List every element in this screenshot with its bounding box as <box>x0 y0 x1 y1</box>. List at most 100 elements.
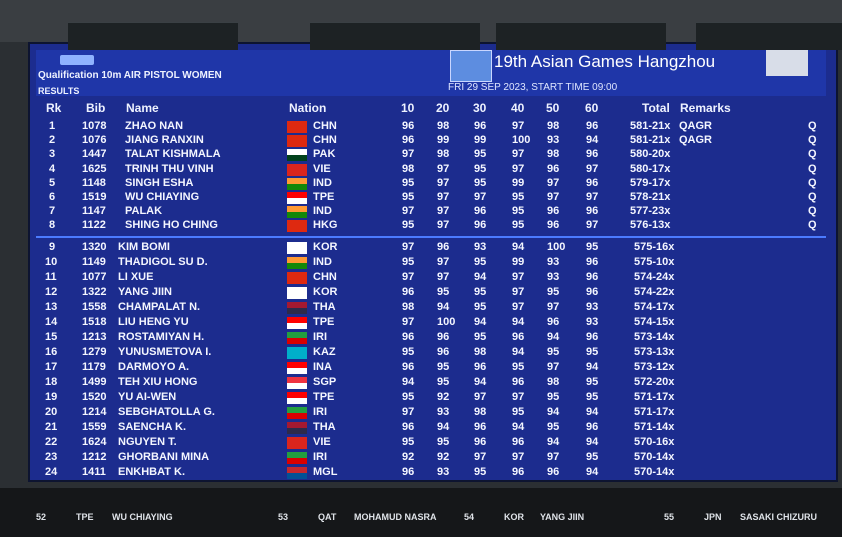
series-score: 92 <box>402 451 415 463</box>
lane-number: 55 <box>664 512 675 522</box>
series-score: 97 <box>512 451 525 463</box>
series-score: 96 <box>586 205 599 218</box>
series-score: 97 <box>547 301 560 313</box>
series-score: 94 <box>474 271 487 283</box>
column-header: 20 <box>436 101 450 115</box>
bib: 1179 <box>82 361 106 373</box>
rank: 15 <box>45 331 58 343</box>
series-score: 98 <box>402 301 415 313</box>
column-header: 60 <box>585 101 599 115</box>
lane-number: 53 <box>278 512 289 522</box>
flag <box>287 452 307 464</box>
flag <box>287 302 307 314</box>
series-score: 97 <box>402 271 415 283</box>
series-score: 94 <box>474 316 487 328</box>
nation: VIE <box>313 162 331 175</box>
rank: 4 <box>49 162 56 175</box>
bib: 1279 <box>82 346 107 358</box>
series-score: 96 <box>512 436 525 448</box>
column-header: Total <box>642 101 670 115</box>
athlete-name: YU AI-WEN <box>118 391 177 403</box>
bib: 1212 <box>82 451 107 463</box>
nation: KAZ <box>313 346 336 358</box>
athlete-name: SHING HO CHING <box>125 219 218 232</box>
total: 573-12x <box>634 361 675 373</box>
series-score: 97 <box>437 256 450 268</box>
nation: KOR <box>313 286 338 298</box>
series-score: 97 <box>437 162 450 175</box>
athlete-name: PALAK <box>125 205 163 218</box>
rank: 21 <box>45 421 58 433</box>
nation: IND <box>313 256 332 268</box>
series-score: 95 <box>402 256 415 268</box>
series-score: 96 <box>586 271 599 283</box>
flag <box>287 220 307 233</box>
rank: 22 <box>45 436 58 448</box>
series-score: 98 <box>474 346 487 358</box>
series-score: 96 <box>437 241 450 253</box>
series-score: 93 <box>586 316 599 328</box>
series-score: 97 <box>474 391 487 403</box>
series-score: 95 <box>474 301 487 313</box>
bib: 1499 <box>82 376 107 388</box>
series-score: 96 <box>474 361 487 373</box>
flag <box>287 422 307 434</box>
series-score: 94 <box>586 466 599 478</box>
series-score: 96 <box>586 176 599 189</box>
nation: IND <box>313 205 332 218</box>
games-title: 19th Asian Games Hangzhou <box>494 52 716 71</box>
total: 576-13x <box>630 219 671 232</box>
series-score: 95 <box>402 346 415 358</box>
series-score: 96 <box>402 286 415 298</box>
column-header: 50 <box>546 101 560 115</box>
bib: 1624 <box>82 436 107 448</box>
bib: 1518 <box>82 316 107 328</box>
series-score: 95 <box>402 191 415 203</box>
series-score: 97 <box>512 120 525 132</box>
rank: 24 <box>45 466 58 478</box>
series-score: 94 <box>586 134 599 147</box>
athlete-name: WU CHIAYING <box>125 191 200 203</box>
rank: 1 <box>49 120 56 132</box>
athlete-name: ZHAO NAN <box>125 120 184 132</box>
nation: THA <box>313 301 336 313</box>
series-score: 97 <box>512 301 525 313</box>
flag <box>287 437 307 449</box>
series-score: 95 <box>547 346 560 358</box>
flag <box>287 377 307 389</box>
series-score: 96 <box>586 421 599 433</box>
bib: 1447 <box>82 148 107 161</box>
flag <box>287 177 307 190</box>
total: 571-17x <box>634 406 675 418</box>
bib: 1078 <box>82 120 107 132</box>
series-score: 99 <box>512 176 525 189</box>
series-score: 97 <box>437 176 450 189</box>
total: 577-23x <box>630 205 671 218</box>
column-header: 10 <box>401 101 415 115</box>
rank: 11 <box>45 271 57 283</box>
bib: 1122 <box>82 219 106 232</box>
nation: HKG <box>313 219 338 232</box>
series-score: 97 <box>586 162 599 175</box>
lane-name: WU CHIAYING <box>112 512 173 522</box>
series-score: 100 <box>547 241 566 253</box>
series-score: 95 <box>512 406 525 418</box>
nation: IRI <box>313 451 328 463</box>
series-score: 95 <box>402 391 415 403</box>
series-score: 97 <box>512 162 525 175</box>
bib: 1520 <box>82 391 107 403</box>
series-score: 96 <box>437 346 450 358</box>
nation: PAK <box>313 148 336 161</box>
series-score: 93 <box>547 134 560 147</box>
series-score: 95 <box>547 286 560 298</box>
athlete-name: ENKHBAT K. <box>118 466 186 478</box>
series-score: 95 <box>512 219 525 232</box>
lane-nation: JPN <box>704 512 722 522</box>
bib: 1559 <box>82 421 107 433</box>
rank: 2 <box>49 134 56 147</box>
series-score: 97 <box>512 286 525 298</box>
athlete-name: YANG JIIN <box>118 286 173 298</box>
series-score: 96 <box>402 134 415 147</box>
athlete-name: SAENCHA K. <box>118 421 187 433</box>
series-score: 95 <box>474 466 487 478</box>
